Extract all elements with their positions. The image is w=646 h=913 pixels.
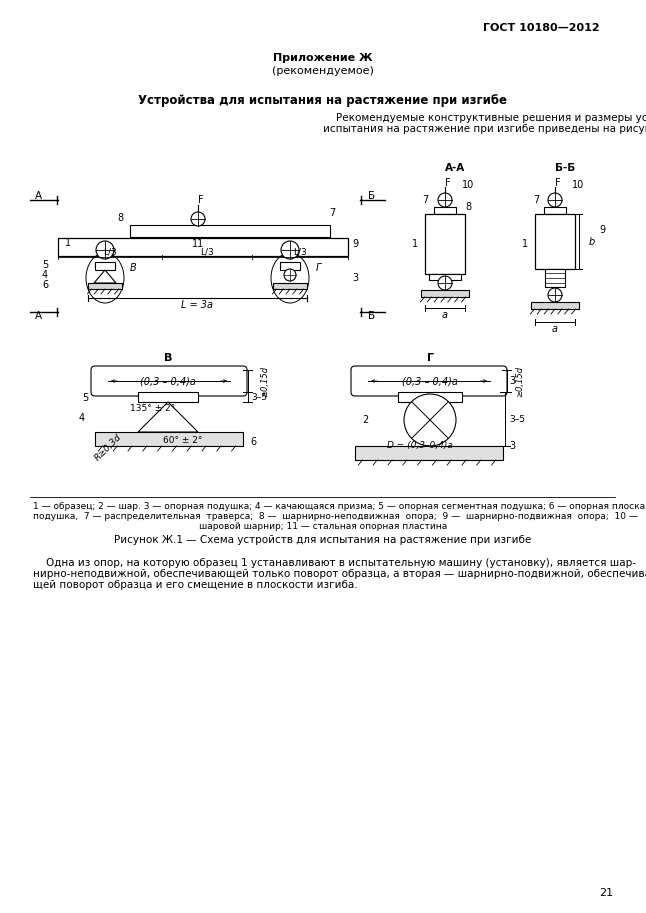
- Text: шаровой шарнир; 11 — стальная опорная пластина: шаровой шарнир; 11 — стальная опорная пл…: [199, 521, 447, 530]
- Text: 1: 1: [412, 239, 418, 249]
- Text: ГОСТ 10180—2012: ГОСТ 10180—2012: [483, 23, 600, 33]
- Text: (0,3 – 0,4)a: (0,3 – 0,4)a: [140, 376, 196, 386]
- Bar: [545, 269, 565, 287]
- Text: F: F: [445, 178, 451, 188]
- Text: А: А: [34, 191, 41, 201]
- Circle shape: [548, 288, 562, 302]
- Text: 7: 7: [422, 195, 428, 205]
- Text: Б-Б: Б-Б: [555, 163, 575, 173]
- Circle shape: [438, 193, 452, 207]
- Text: нирно-неподвижной, обеспечивающей только поворот образца, а вторая — шарнирно-по: нирно-неподвижной, обеспечивающей только…: [33, 569, 646, 579]
- Circle shape: [284, 269, 296, 281]
- Text: Б: Б: [368, 311, 375, 321]
- Text: 2: 2: [362, 415, 368, 425]
- Text: 3: 3: [509, 376, 515, 386]
- Bar: [95, 432, 243, 446]
- Text: 10: 10: [572, 180, 584, 190]
- Text: 7: 7: [329, 208, 335, 218]
- Text: 135° ± 2°: 135° ± 2°: [130, 404, 176, 413]
- Text: b: b: [589, 237, 595, 247]
- Bar: [425, 214, 465, 274]
- Text: 60° ± 2°: 60° ± 2°: [163, 436, 203, 445]
- Text: L = 3a: L = 3a: [181, 300, 213, 310]
- Text: В: В: [164, 353, 172, 363]
- Text: (0,3 – 0,4)a: (0,3 – 0,4)a: [402, 376, 458, 386]
- Text: (рекомендуемое): (рекомендуемое): [272, 66, 374, 76]
- Text: подушка,  7 — распределительная  траверса;  8 —  шарнирно-неподвижная  опора;  9: подушка, 7 — распределительная траверса;…: [33, 511, 638, 520]
- Text: 6: 6: [42, 280, 48, 290]
- Circle shape: [548, 193, 562, 207]
- Polygon shape: [94, 270, 116, 283]
- Bar: [273, 283, 307, 289]
- Text: 1 — образец; 2 — шар. 3 — опорная подушка; 4 — качающаяся призма; 5 — опорная се: 1 — образец; 2 — шар. 3 — опорная подушк…: [33, 501, 646, 510]
- Text: 7: 7: [533, 195, 539, 205]
- Text: 11: 11: [192, 239, 204, 249]
- Circle shape: [438, 276, 452, 290]
- Text: 5: 5: [82, 393, 88, 403]
- Bar: [544, 207, 566, 214]
- Text: L/3: L/3: [200, 247, 214, 257]
- Text: испытания на растяжение при изгибе приведены на рисунке Ж.1.: испытания на растяжение при изгибе приве…: [323, 124, 646, 134]
- Text: 1: 1: [65, 238, 71, 248]
- Text: Б: Б: [368, 191, 375, 201]
- Bar: [280, 262, 300, 270]
- Text: R≥0,3d: R≥0,3d: [93, 433, 123, 463]
- FancyBboxPatch shape: [91, 366, 247, 396]
- Bar: [535, 214, 575, 269]
- Text: L/3: L/3: [103, 247, 117, 257]
- Text: 21: 21: [599, 888, 613, 898]
- Text: L/3: L/3: [293, 247, 307, 257]
- Text: Г: Г: [426, 353, 433, 363]
- Bar: [434, 207, 456, 214]
- Bar: [531, 302, 579, 309]
- Text: ≥0,15d: ≥0,15d: [260, 365, 269, 396]
- Text: Рекомендуемые конструктивные решения и размеры устройств и приспособлений для ре: Рекомендуемые конструктивные решения и р…: [323, 113, 646, 123]
- Text: В: В: [130, 263, 136, 273]
- Text: 6: 6: [250, 437, 256, 447]
- Text: А: А: [34, 311, 41, 321]
- Text: ≥0,15d: ≥0,15d: [516, 365, 525, 396]
- Text: 5: 5: [42, 260, 48, 270]
- Bar: [95, 262, 115, 270]
- Text: 9: 9: [352, 239, 358, 249]
- Bar: [58, 238, 348, 256]
- Text: 4: 4: [79, 413, 85, 423]
- Text: F: F: [555, 178, 561, 188]
- Bar: [429, 274, 461, 280]
- Bar: [398, 392, 462, 402]
- Text: Приложение Ж: Приложение Ж: [273, 53, 373, 63]
- Text: Рисунок Ж.1 — Схема устройств для испытания на растяжение при изгибе: Рисунок Ж.1 — Схема устройств для испыта…: [114, 535, 532, 545]
- Bar: [138, 392, 198, 402]
- Circle shape: [281, 241, 299, 259]
- FancyBboxPatch shape: [351, 366, 507, 396]
- Bar: [421, 290, 469, 297]
- Text: 3: 3: [509, 441, 515, 451]
- Bar: [355, 446, 503, 460]
- Circle shape: [191, 212, 205, 226]
- Text: А-А: А-А: [445, 163, 465, 173]
- Text: 3–5: 3–5: [251, 393, 267, 402]
- Text: D = (0,3–0,4)a: D = (0,3–0,4)a: [387, 440, 453, 449]
- Text: 3: 3: [352, 273, 358, 283]
- Circle shape: [404, 394, 456, 446]
- Circle shape: [96, 241, 114, 259]
- Text: a: a: [442, 310, 448, 320]
- Text: 1: 1: [522, 239, 528, 249]
- Text: a: a: [552, 324, 558, 334]
- Bar: [88, 283, 122, 289]
- Bar: [130, 225, 330, 237]
- Text: 10: 10: [462, 180, 474, 190]
- Text: 3–5: 3–5: [509, 415, 525, 424]
- Text: F: F: [198, 195, 203, 205]
- Text: щей поворот образца и его смещение в плоскости изгиба.: щей поворот образца и его смещение в пло…: [33, 580, 358, 590]
- Text: 8: 8: [465, 202, 471, 212]
- Text: 9: 9: [599, 225, 605, 235]
- Text: Устройства для испытания на растяжение при изгибе: Устройства для испытания на растяжение п…: [138, 93, 508, 107]
- Text: Г: Г: [315, 263, 320, 273]
- Text: 8: 8: [117, 213, 123, 223]
- Polygon shape: [138, 402, 198, 432]
- Text: Одна из опор, на которую образец 1 устанавливают в испытательную машину (установ: Одна из опор, на которую образец 1 устан…: [33, 558, 636, 568]
- Text: 4: 4: [42, 270, 48, 280]
